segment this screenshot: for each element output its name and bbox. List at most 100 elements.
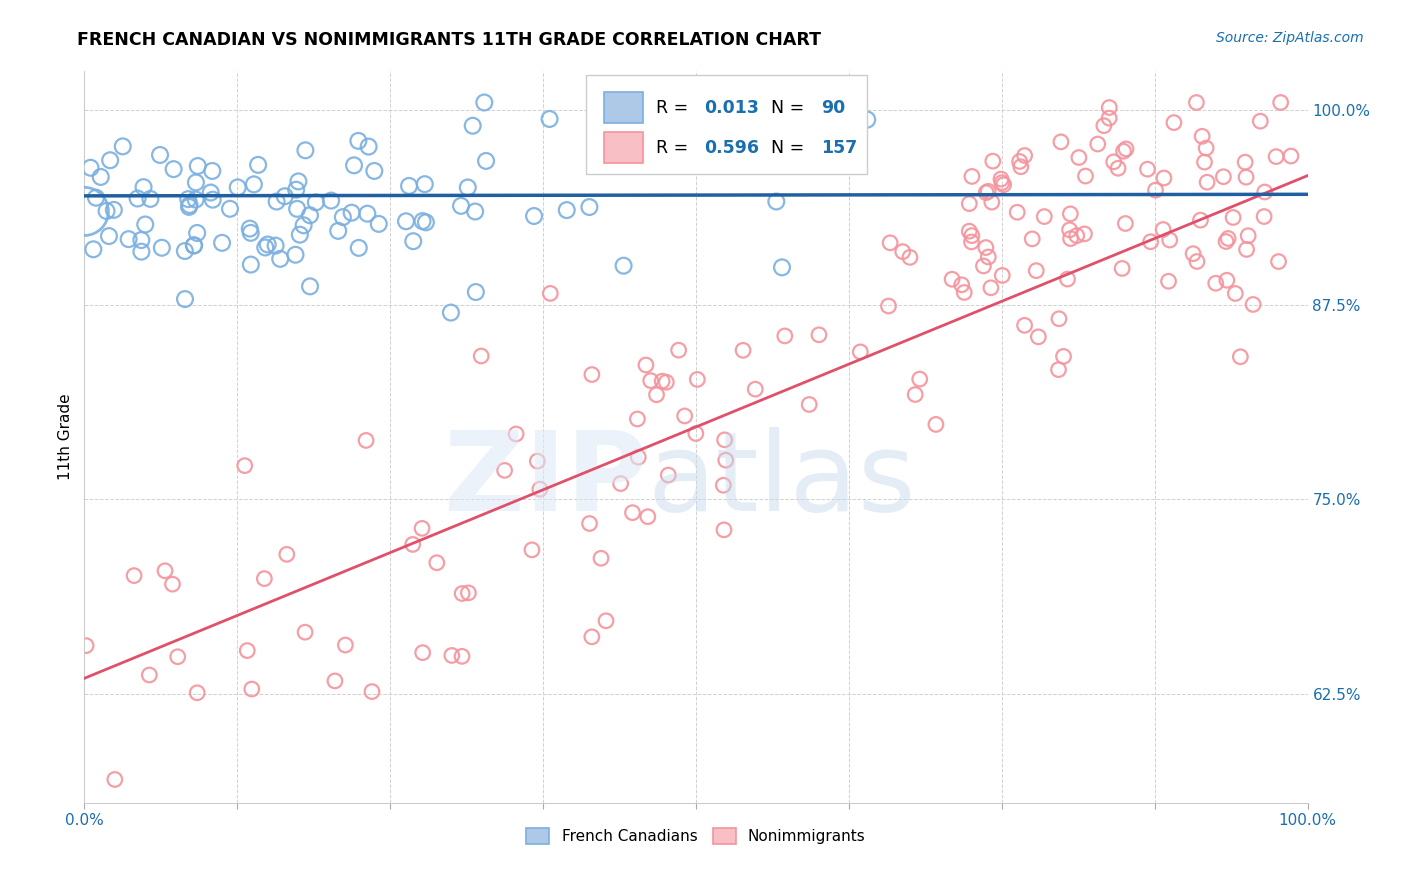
Point [173,244,195,258]
Point [132,180,155,194]
Point [254,240,277,254]
Point [1191,129,1213,144]
Point [657,468,679,483]
Point [236,643,259,657]
FancyBboxPatch shape [605,132,644,163]
Point [402,234,425,248]
Point [1008,154,1031,169]
Point [1144,183,1167,197]
Point [357,139,380,153]
Point [162,162,184,177]
Point [1092,119,1115,133]
Point [1254,185,1277,199]
Point [1253,210,1275,224]
Point [450,199,472,213]
Point [1014,318,1036,333]
Point [174,292,197,306]
Point [1197,175,1219,189]
Point [127,192,149,206]
Point [578,516,600,531]
Point [284,248,307,262]
Point [529,482,551,496]
Point [343,158,366,172]
Point [413,177,436,191]
Point [1163,115,1185,129]
Point [1249,114,1271,128]
Point [166,649,188,664]
Point [285,202,308,216]
Point [595,614,617,628]
Point [457,180,479,194]
Point [356,207,378,221]
Point [1234,155,1257,169]
Point [104,772,127,787]
Point [993,178,1015,192]
Point [1241,297,1264,311]
Point [201,193,224,207]
Point [980,195,1002,210]
Point [402,537,425,551]
Point [363,164,385,178]
Point [328,224,350,238]
Point [138,668,160,682]
Point [1059,223,1081,237]
Text: R =: R = [655,139,693,157]
Point [299,279,322,293]
Point [461,119,484,133]
Point [1136,162,1159,177]
Point [239,221,262,235]
Point [977,250,1000,264]
Point [1270,95,1292,110]
Point [226,180,249,194]
Text: R =: R = [655,99,693,117]
Point [1205,277,1227,291]
Point [239,258,262,272]
Point [1010,160,1032,174]
Point [538,286,561,301]
Text: FRENCH CANADIAN VS NONIMMIGRANTS 11TH GRADE CORRELATION CHART: FRENCH CANADIAN VS NONIMMIGRANTS 11TH GR… [77,31,821,49]
Point [731,343,754,358]
Point [991,176,1014,190]
Point [668,343,690,358]
Point [470,349,492,363]
Point [581,630,603,644]
Point [150,241,173,255]
Point [187,159,209,173]
Point [651,374,673,388]
Point [773,329,796,343]
Point [183,238,205,252]
Point [285,183,308,197]
Point [367,217,389,231]
Point [1212,169,1234,184]
Point [990,172,1012,186]
Point [1102,154,1125,169]
Point [991,268,1014,283]
Point [321,194,343,208]
Point [1182,246,1205,260]
Point [287,174,309,188]
Point [523,209,546,223]
Point [980,281,1002,295]
Point [1225,286,1247,301]
Point [1185,95,1208,110]
Point [134,218,156,232]
Point [117,232,139,246]
Point [298,208,321,222]
Point [305,195,328,210]
Point [1189,213,1212,227]
Point [879,235,901,250]
Point [960,235,983,249]
Point [201,164,224,178]
Text: 0.013: 0.013 [704,99,759,117]
Point [609,476,631,491]
Point [1267,254,1289,268]
Point [276,547,298,561]
Point [184,193,207,207]
Point [335,638,357,652]
Text: 157: 157 [821,139,858,157]
Point [292,219,315,233]
Y-axis label: 11th Grade: 11th Grade [58,393,73,481]
Point [627,450,650,465]
Point [613,259,636,273]
Point [131,233,153,247]
